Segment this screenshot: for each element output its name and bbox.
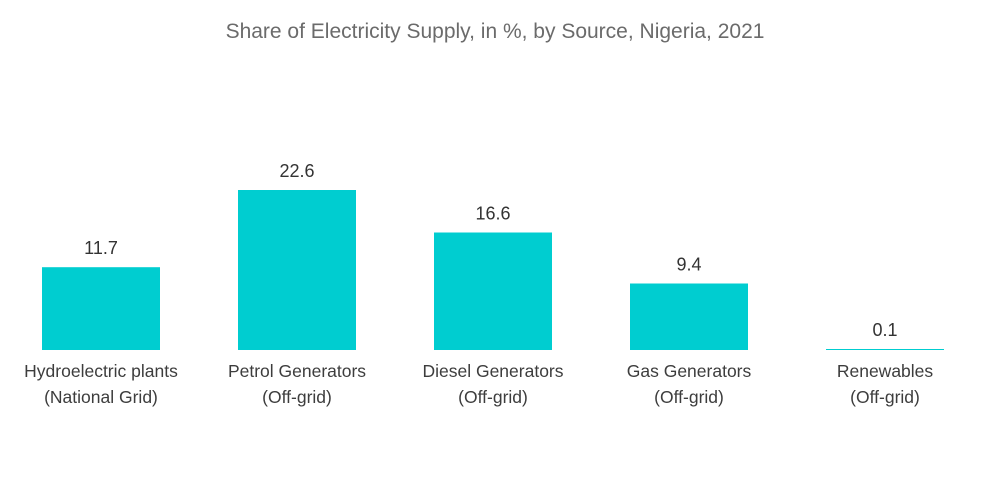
bar-2	[434, 232, 552, 350]
category-label-3-line-0: Gas Generators	[627, 361, 752, 381]
category-label-1-line-1: (Off-grid)	[262, 387, 332, 407]
category-label-0-line-0: Hydroelectric plants	[24, 361, 178, 381]
value-label-3: 9.4	[676, 255, 701, 275]
category-label-4-line-0: Renewables	[837, 361, 934, 381]
bars-group	[42, 190, 944, 350]
category-label-1-line-0: Petrol Generators	[228, 361, 366, 381]
category-label-2-line-0: Diesel Generators	[422, 361, 563, 381]
category-label-3-line-1: (Off-grid)	[654, 387, 724, 407]
chart-title: Share of Electricity Supply, in %, by So…	[226, 20, 765, 43]
bar-0	[42, 267, 160, 350]
labels-group: 11.7 Hydroelectric plants (National Grid) 2…	[24, 161, 933, 407]
category-label-2-line-1: (Off-grid)	[458, 387, 528, 407]
value-label-1: 22.6	[279, 161, 314, 181]
category-label-0-line-1: (National Grid)	[44, 387, 158, 407]
value-label-2: 16.6	[475, 204, 510, 224]
value-label-4: 0.1	[872, 320, 897, 340]
category-label-4-line-1: (Off-grid)	[850, 387, 920, 407]
value-label-0: 11.7	[84, 238, 118, 258]
bar-3	[630, 283, 748, 350]
bar-1	[238, 190, 356, 350]
bar-4	[826, 349, 944, 350]
